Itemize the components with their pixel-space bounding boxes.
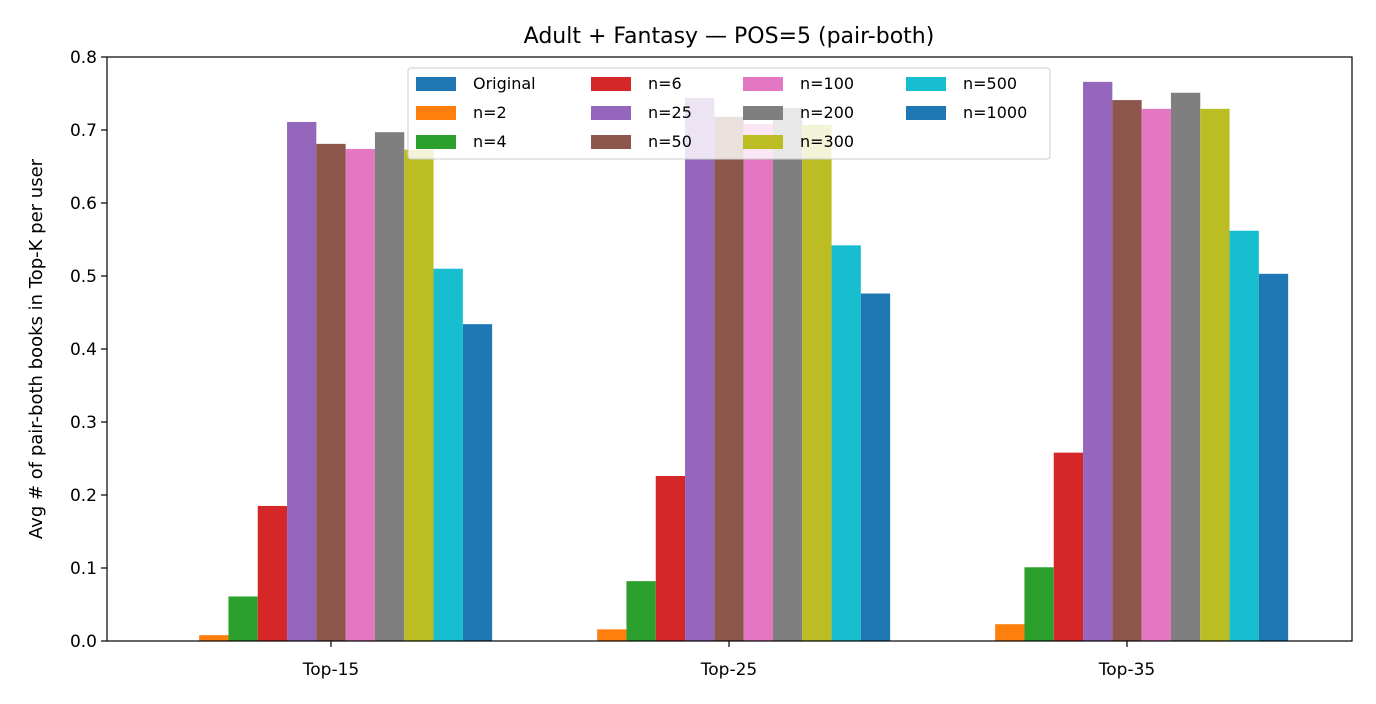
x-tick-label: Top-15 [302,660,359,680]
y-tick-label: 0.2 [70,486,97,506]
y-tick-label: 0.5 [70,267,97,287]
legend-swatch [743,135,783,149]
bar-n-200-top-25 [772,108,803,642]
bar-n-500-top-35 [1229,230,1259,642]
legend: Original n=2 n=4 n=6 n=25 n=50 n=100 n=200 n=300… [407,67,1051,160]
bar-n-300-top-15 [404,149,434,641]
bar-n-6-top-25 [655,476,686,641]
legend-label: n=2 [473,103,507,122]
bar-n-1000-top-15 [462,324,493,641]
bar-n-25-top-15 [287,121,317,642]
legend-swatch [591,106,631,120]
legend-label: n=4 [473,132,507,151]
legend-swatch [416,106,456,120]
legend-swatch [416,77,456,91]
bar-n-6-top-35 [1053,452,1084,641]
bar-n-300-top-35 [1200,108,1230,641]
legend-label: n=6 [648,74,682,93]
bar-n-2-top-15 [199,635,229,641]
legend-label: n=300 [800,132,854,151]
x-tick-label: Top-35 [1098,660,1155,680]
y-tick-label: 0.0 [70,632,97,652]
legend-swatch [416,135,456,149]
y-tick-label: 0.1 [70,559,97,579]
x-axis-ticks: Top-15 Top-25 Top-35 [302,641,1155,680]
bar-n-100-top-35 [1141,108,1171,641]
bar-n-1000-top-25 [860,293,891,641]
bar-n-4-top-25 [626,581,656,641]
y-tick-label: 0.3 [70,413,97,433]
legend-label: n=25 [648,103,692,122]
bar-n-50-top-15 [316,143,346,641]
bar-n-100-top-15 [345,148,375,642]
y-tick-label: 0.8 [70,48,97,68]
bar-n-25-top-25 [685,97,715,641]
x-tick-label: Top-25 [700,660,757,680]
y-tick-label: 0.4 [70,340,97,360]
legend-swatch [743,77,783,91]
bar-n-1000-top-35 [1258,273,1289,641]
bar-n-500-top-15 [433,268,463,641]
bar-n-500-top-25 [831,245,861,641]
bars-group [199,81,1289,642]
y-tick-label: 0.7 [70,121,97,141]
legend-label: n=1000 [963,103,1027,122]
legend-label: n=100 [800,74,854,93]
y-axis-ticks: 0.0 0.1 0.2 0.3 0.4 0.5 0.6 0.7 0.8 [70,48,107,652]
bar-n-4-top-35 [1024,567,1054,641]
y-tick-label: 0.6 [70,194,97,214]
bar-n-200-top-35 [1170,92,1201,641]
y-axis-label: Avg # of pair-both books in Top-K per us… [26,158,47,539]
chart-title: Adult + Fantasy — POS=5 (pair-both) [524,24,935,49]
bar-n-6-top-15 [257,505,288,641]
bar-n-50-top-35 [1112,100,1142,641]
legend-swatch [591,135,631,149]
bar-n-4-top-15 [228,596,258,641]
legend-swatch [906,106,946,120]
bar-n-2-top-35 [995,624,1025,641]
bar-n-100-top-25 [743,124,773,641]
legend-swatch [906,77,946,91]
legend-label: Original [473,74,536,93]
legend-label: n=200 [800,103,854,122]
plot-frame [106,56,1353,642]
legend-box [407,67,1051,160]
legend-label: n=500 [963,74,1017,93]
legend-swatch [743,106,783,120]
bar-n-2-top-25 [597,629,627,641]
legend-label: n=50 [648,132,692,151]
bar-n-300-top-25 [802,124,832,641]
bar-n-50-top-25 [714,116,744,642]
bar-n-200-top-15 [374,132,405,641]
bar-n-25-top-35 [1083,81,1113,641]
legend-swatch [591,77,631,91]
